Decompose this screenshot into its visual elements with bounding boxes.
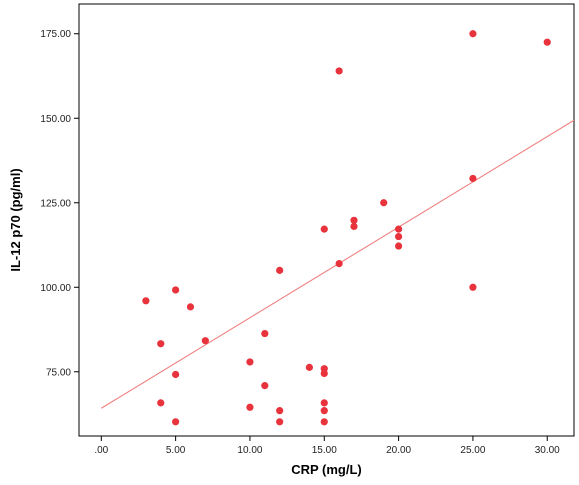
data-point xyxy=(469,30,477,38)
x-tick-label: 15.00 xyxy=(312,445,337,456)
data-point xyxy=(350,222,358,231)
y-tick-label: 150.00 xyxy=(40,114,71,125)
data-point xyxy=(142,297,150,305)
data-point xyxy=(246,403,254,411)
x-tick-label: 25.00 xyxy=(460,445,485,456)
data-point xyxy=(469,174,477,183)
data-point xyxy=(276,418,284,426)
data-point xyxy=(320,407,328,415)
data-point xyxy=(469,283,477,291)
data-point xyxy=(320,369,328,378)
data-point xyxy=(320,225,328,233)
data-point xyxy=(394,232,403,241)
data-point xyxy=(261,329,269,338)
data-point xyxy=(276,407,284,415)
data-point xyxy=(172,370,180,379)
data-point xyxy=(172,418,180,426)
data-point xyxy=(261,382,269,390)
x-axis-ticks: .00 5.00 10.00 15.00 20.00 25.00 30.00 xyxy=(94,436,560,456)
y-tick-label: 175.00 xyxy=(40,29,71,40)
data-point xyxy=(320,399,328,407)
data-point xyxy=(172,286,180,294)
data-point xyxy=(394,225,403,233)
data-points xyxy=(142,30,551,426)
data-point xyxy=(246,358,254,366)
data-point xyxy=(201,337,209,345)
x-axis-title: CRP (mg/L) xyxy=(291,462,362,477)
data-point xyxy=(157,340,165,348)
data-point xyxy=(305,363,314,371)
y-tick-label: 75.00 xyxy=(46,367,71,378)
data-point xyxy=(350,216,358,224)
data-point xyxy=(186,303,195,311)
data-point xyxy=(335,67,343,75)
data-point xyxy=(380,199,388,207)
data-point xyxy=(276,266,284,274)
y-tick-label: 125.00 xyxy=(40,198,71,209)
y-axis-ticks: 75.00 100.00 125.00 150.00 175.00 xyxy=(40,29,79,378)
y-tick-label: 100.00 xyxy=(40,283,71,294)
y-axis-title: IL-12 p70 (pg/ml) xyxy=(8,168,23,271)
data-point xyxy=(320,418,328,426)
x-tick-label: 30.00 xyxy=(535,445,560,456)
data-point xyxy=(394,242,403,250)
x-tick-label: .00 xyxy=(94,445,108,456)
x-tick-label: 10.00 xyxy=(237,445,262,456)
data-point xyxy=(335,260,343,268)
data-point xyxy=(543,38,551,46)
x-tick-label: 5.00 xyxy=(166,445,186,456)
data-point xyxy=(157,399,165,407)
x-tick-label: 20.00 xyxy=(386,445,411,456)
plot-frame xyxy=(78,3,575,437)
